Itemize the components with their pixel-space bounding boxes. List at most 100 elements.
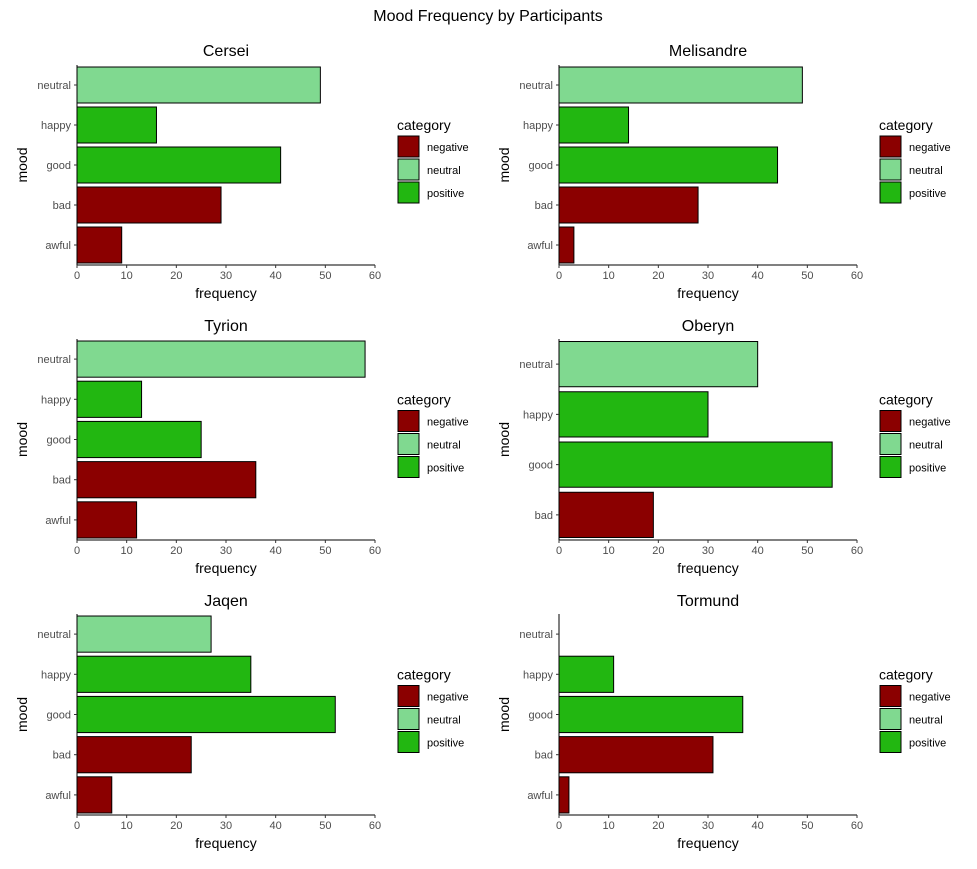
bar-neutral bbox=[76, 615, 212, 653]
legend-label-positive: positive bbox=[909, 188, 946, 200]
legend-label-negative: negative bbox=[427, 417, 469, 429]
y-tick-label: good bbox=[529, 460, 553, 472]
bar-neutral bbox=[558, 341, 759, 388]
bar-good bbox=[558, 146, 779, 184]
legend-swatch-positive bbox=[397, 181, 420, 204]
x-tick-label: 0 bbox=[74, 270, 80, 282]
x-tick-label: 40 bbox=[752, 545, 764, 557]
x-axis-title: frequency bbox=[677, 835, 738, 851]
x-tick-label: 30 bbox=[220, 545, 232, 557]
legend-swatch-neutral bbox=[879, 708, 902, 730]
y-tick-label: bad bbox=[53, 750, 71, 762]
x-tick-label: 40 bbox=[752, 820, 764, 832]
legend-swatch-negative bbox=[879, 410, 902, 432]
x-tick-label: 10 bbox=[603, 270, 615, 282]
x-tick-label: 50 bbox=[801, 820, 813, 832]
x-tick-label: 10 bbox=[603, 545, 615, 557]
legend-label-positive: positive bbox=[909, 463, 946, 475]
x-axis-title: frequency bbox=[195, 285, 256, 301]
bar-bad bbox=[558, 186, 699, 224]
y-axis-title: mood bbox=[496, 422, 512, 457]
y-tick-label: awful bbox=[45, 515, 71, 527]
bar-good bbox=[558, 441, 833, 488]
x-axis-title: frequency bbox=[195, 835, 256, 851]
bar-bad bbox=[76, 186, 222, 224]
y-tick-label: awful bbox=[45, 790, 71, 802]
legend-title: category bbox=[879, 117, 933, 133]
x-tick-label: 60 bbox=[851, 545, 863, 557]
panel-melisandre: Melisandre awful bad good happy neutral 0 10 20 3… bbox=[496, 43, 951, 301]
y-tick-label: neutral bbox=[37, 629, 71, 641]
y-tick-label: bad bbox=[535, 750, 553, 762]
x-tick-label: 30 bbox=[702, 270, 714, 282]
legend-swatch-positive bbox=[879, 731, 902, 753]
bar-good bbox=[558, 695, 744, 734]
y-tick-label: neutral bbox=[37, 80, 71, 92]
x-axis-title: frequency bbox=[677, 560, 738, 576]
x-tick-label: 10 bbox=[121, 545, 133, 557]
y-axis-title: mood bbox=[14, 147, 30, 182]
y-tick-label: bad bbox=[53, 475, 71, 487]
x-tick-label: 40 bbox=[270, 270, 282, 282]
y-tick-label: awful bbox=[527, 790, 553, 802]
legend-title: category bbox=[397, 667, 451, 683]
x-tick-label: 40 bbox=[752, 270, 764, 282]
y-tick-label: happy bbox=[523, 669, 553, 681]
legend-label-negative: negative bbox=[427, 692, 469, 704]
x-tick-label: 60 bbox=[369, 270, 381, 282]
y-tick-label: bad bbox=[535, 510, 553, 522]
legend: category negative neutral positive bbox=[879, 392, 951, 478]
y-tick-label: awful bbox=[45, 240, 71, 252]
x-tick-label: 20 bbox=[170, 545, 182, 557]
x-tick-label: 60 bbox=[851, 270, 863, 282]
x-tick-label: 20 bbox=[652, 270, 664, 282]
panel-title: Jaqen bbox=[204, 593, 248, 610]
x-tick-label: 30 bbox=[702, 820, 714, 832]
legend-label-positive: positive bbox=[427, 463, 464, 475]
panel-jaqen: Jaqen awful bad good happy neutral 0 10 20 30 40 50… bbox=[14, 593, 469, 851]
legend-label-neutral: neutral bbox=[909, 715, 943, 727]
bar-awful bbox=[76, 226, 123, 264]
bar-awful bbox=[76, 501, 138, 539]
x-tick-label: 0 bbox=[556, 545, 562, 557]
panel-tyrion: Tyrion awful bad good happy neutral 0 10 20 30 40 5… bbox=[14, 318, 469, 576]
x-tick-label: 50 bbox=[319, 270, 331, 282]
bar-neutral bbox=[558, 66, 803, 104]
x-tick-label: 60 bbox=[369, 545, 381, 557]
x-tick-label: 50 bbox=[801, 545, 813, 557]
bar-awful bbox=[558, 226, 575, 264]
bar-happy bbox=[76, 380, 143, 418]
y-tick-label: neutral bbox=[519, 359, 553, 371]
y-tick-label: neutral bbox=[519, 80, 553, 92]
x-tick-label: 30 bbox=[220, 820, 232, 832]
bar-awful bbox=[76, 776, 113, 814]
x-tick-label: 50 bbox=[319, 820, 331, 832]
panel-title: Cersei bbox=[203, 43, 249, 60]
legend-title: category bbox=[879, 667, 933, 683]
legend-title: category bbox=[879, 392, 933, 408]
bar-awful bbox=[558, 776, 570, 814]
legend-swatch-negative bbox=[879, 135, 902, 158]
legend-label-negative: negative bbox=[909, 142, 951, 154]
legend-swatch-negative bbox=[397, 135, 420, 158]
x-tick-label: 0 bbox=[74, 820, 80, 832]
panel-cersei: Cersei awful bad good happy neutral 0 10 20 30 40 5… bbox=[14, 43, 469, 301]
legend-swatch-positive bbox=[879, 181, 902, 204]
y-tick-label: happy bbox=[41, 669, 71, 681]
y-axis-title: mood bbox=[496, 147, 512, 182]
y-tick-label: happy bbox=[41, 394, 71, 406]
x-tick-label: 60 bbox=[851, 820, 863, 832]
y-tick-label: neutral bbox=[37, 354, 71, 366]
panel-tormund: Tormund awful bad good happy neutral 0 10 20 30 40… bbox=[496, 593, 951, 851]
x-axis-title: frequency bbox=[195, 560, 256, 576]
x-tick-label: 20 bbox=[170, 270, 182, 282]
bar-good bbox=[76, 146, 282, 184]
bar-neutral bbox=[76, 340, 366, 378]
y-tick-label: bad bbox=[535, 200, 553, 212]
legend-label-positive: positive bbox=[909, 738, 946, 750]
legend: category negative neutral positive bbox=[879, 117, 951, 204]
bar-bad bbox=[558, 491, 654, 538]
legend-label-negative: negative bbox=[909, 417, 951, 429]
figure-title: Mood Frequency by Participants bbox=[373, 8, 602, 25]
legend-label-negative: negative bbox=[427, 142, 469, 154]
